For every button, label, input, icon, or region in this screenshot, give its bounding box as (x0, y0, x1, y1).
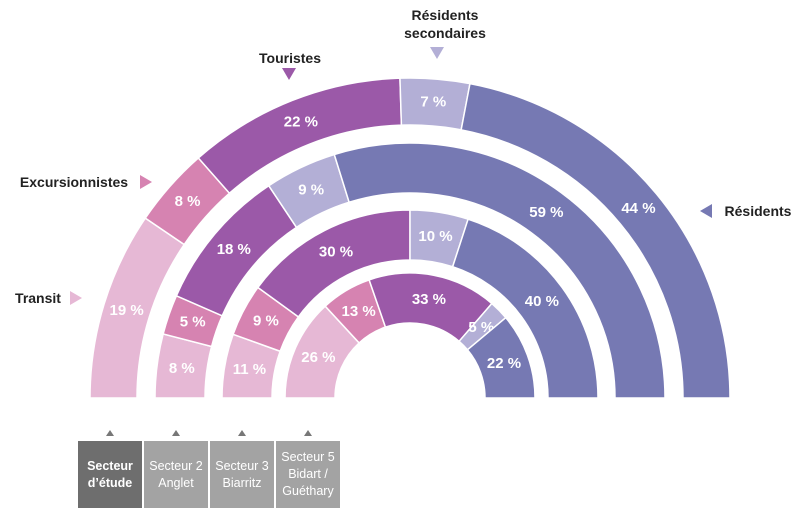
value-label: 11 % (233, 361, 266, 378)
ring-name: Secteur 5 Bidart / Guéthary (276, 441, 340, 508)
legend-marker (70, 291, 82, 305)
ring-segment (451, 218, 599, 399)
value-label: 8 % (175, 193, 201, 210)
value-label: 7 % (420, 93, 446, 110)
value-label: 33 % (412, 291, 446, 308)
value-label: 40 % (525, 293, 559, 310)
legend-marker (140, 175, 152, 189)
ring-segment (333, 142, 666, 399)
value-label: 18 % (217, 241, 251, 258)
ring-segment (466, 316, 536, 399)
value-label: 5 % (468, 319, 494, 336)
ring-pointer (106, 430, 114, 436)
value-label: 10 % (418, 228, 452, 245)
value-label: 9 % (253, 313, 279, 330)
legend-label: Résidents secondaires (404, 7, 486, 41)
value-label: 30 % (319, 244, 353, 261)
value-label: 59 % (529, 204, 563, 221)
value-label: 8 % (169, 360, 195, 377)
legend-marker (430, 47, 444, 59)
legend-label: Touristes (259, 50, 321, 66)
legend-label: Résidents (724, 203, 792, 219)
legend-label: Excursionnistes (19, 174, 129, 190)
value-label: 44 % (621, 200, 655, 217)
value-label: 26 % (301, 349, 335, 366)
value-label: 9 % (298, 181, 324, 198)
ring-segment (460, 82, 731, 399)
value-label: 22 % (284, 113, 318, 130)
ring-name: Secteur d’étude (78, 441, 142, 508)
value-label: 22 % (487, 355, 521, 372)
legend-label: Transit (15, 290, 61, 306)
value-label: 19 % (110, 302, 144, 319)
legend-marker (700, 204, 712, 218)
ring-pointer (304, 430, 312, 436)
legend-marker (282, 68, 296, 80)
value-label: 5 % (180, 314, 206, 331)
ring-name: Secteur 2 Anglet (144, 441, 208, 508)
value-label: 13 % (342, 303, 376, 320)
ring-name: Secteur 3 Biarritz (210, 441, 274, 508)
ring-pointer (172, 430, 180, 436)
ring-pointer (238, 430, 246, 436)
